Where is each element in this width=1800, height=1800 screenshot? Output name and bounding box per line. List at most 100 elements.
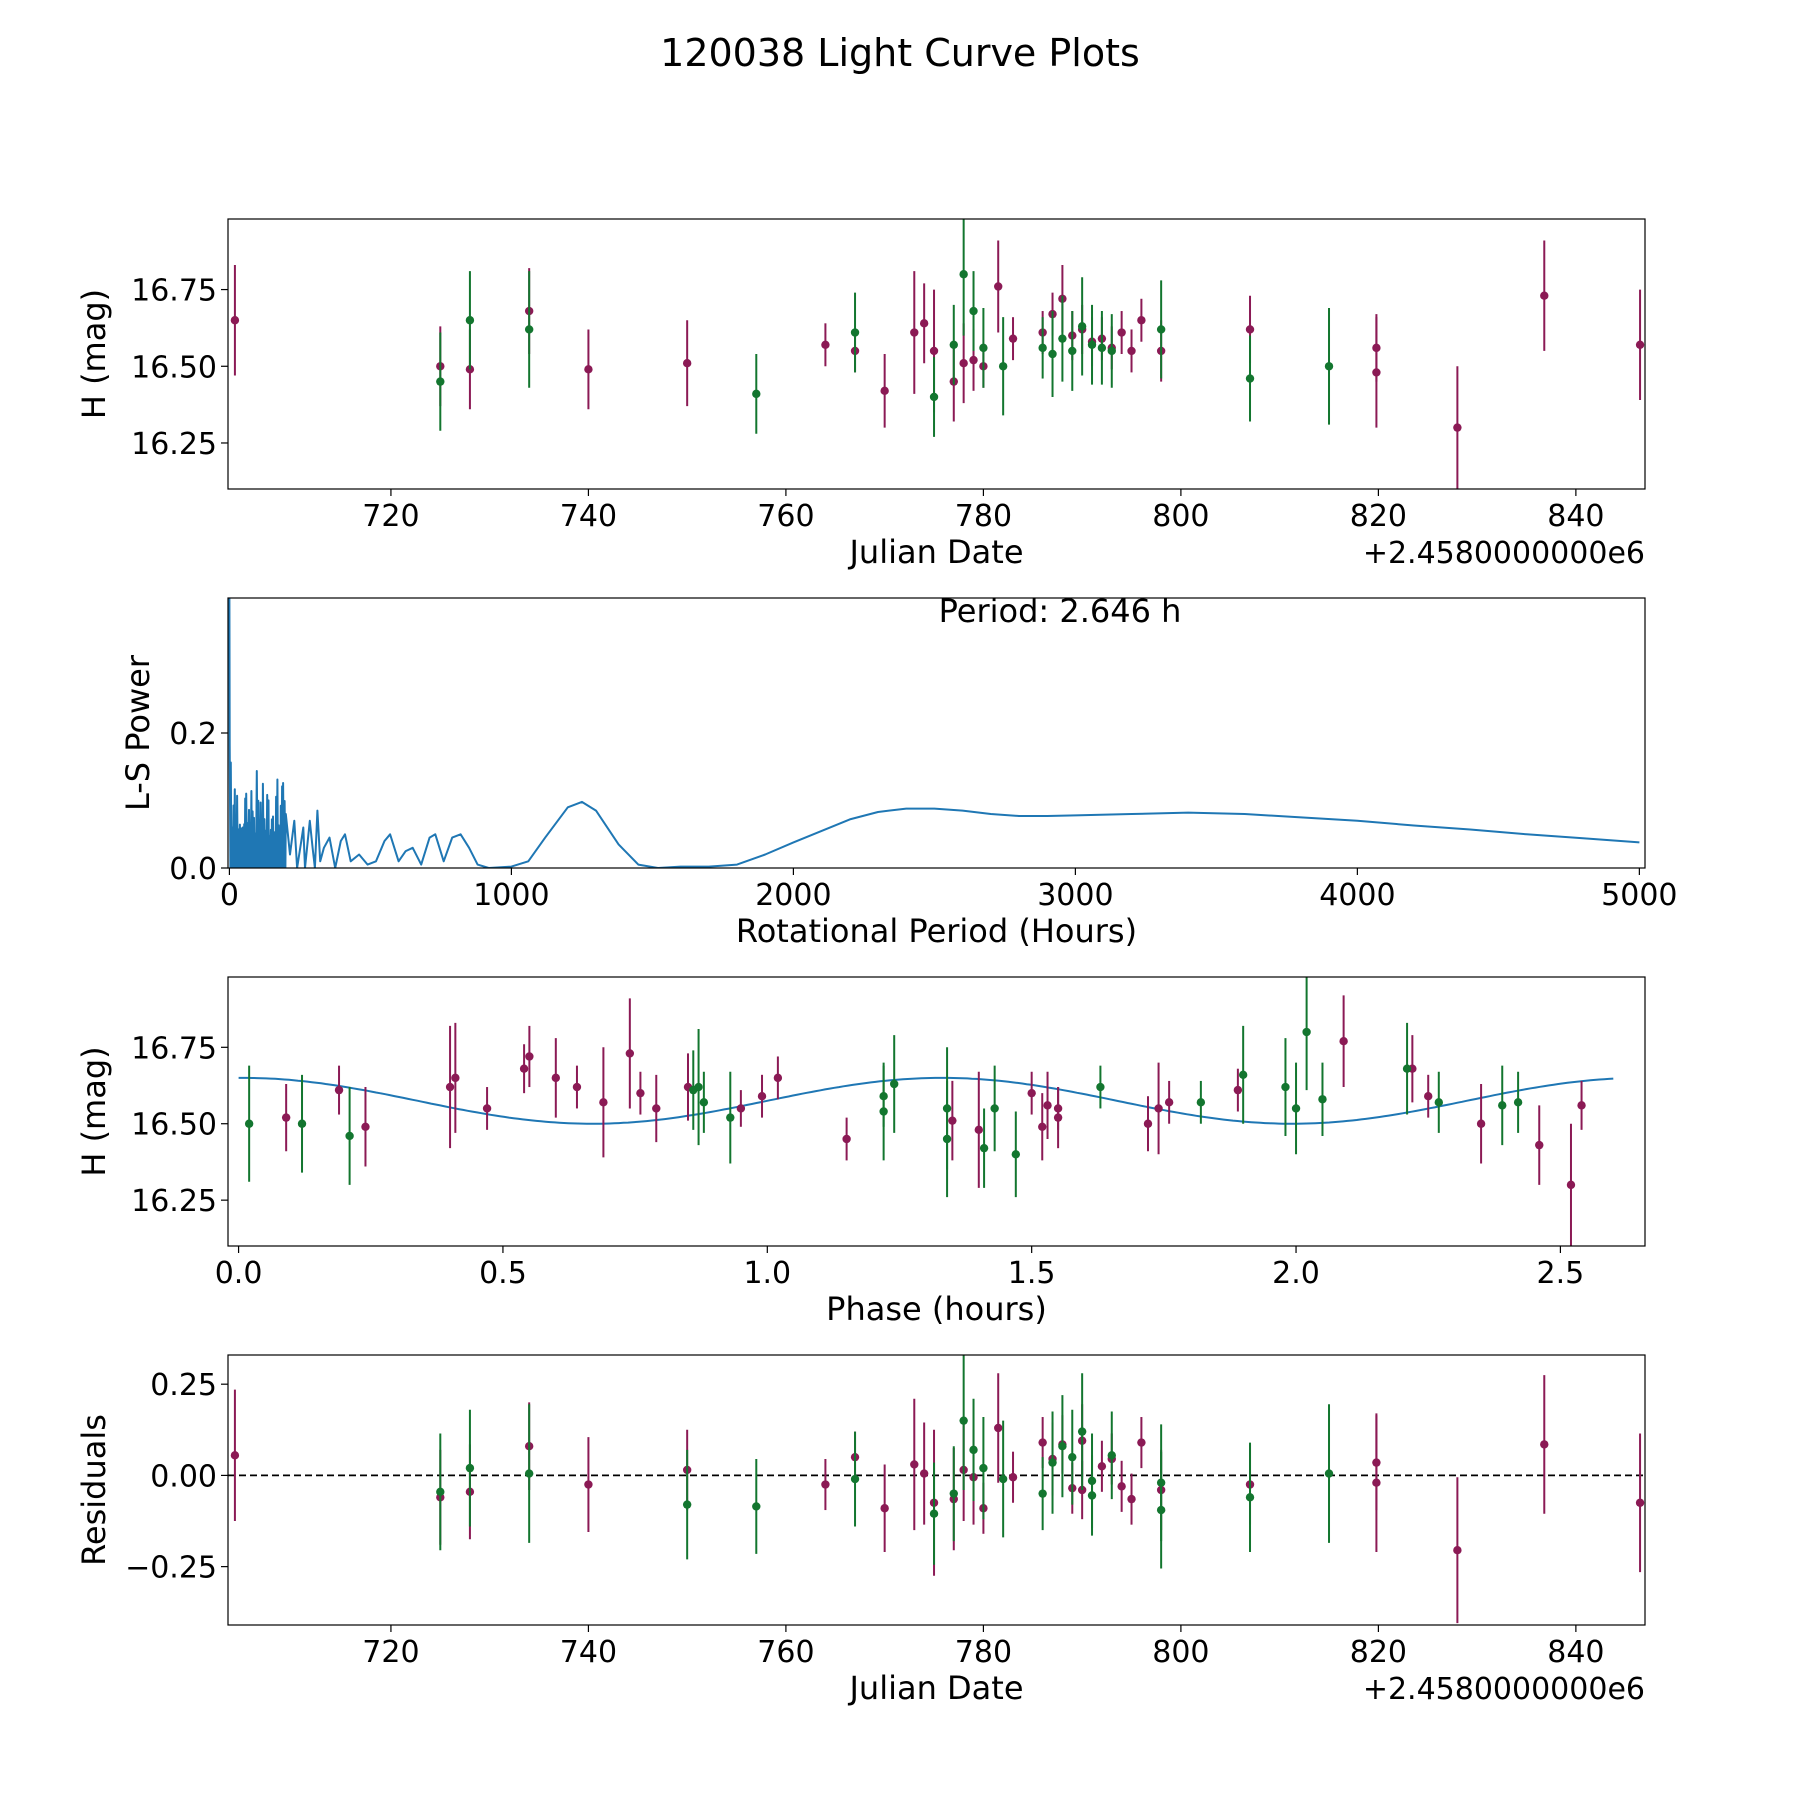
data-point xyxy=(682,359,692,368)
data-point xyxy=(959,270,968,279)
x-tick-label: 0.5 xyxy=(479,1256,527,1291)
data-point xyxy=(890,1079,899,1089)
data-point xyxy=(1008,334,1018,343)
data-point xyxy=(1233,1085,1243,1095)
x-tick-label: 1000 xyxy=(473,878,549,913)
x-axis-label: Julian Date xyxy=(847,533,1023,571)
series-purple xyxy=(281,995,1586,1246)
y-axis-label: L-S Power xyxy=(119,654,157,811)
data-point xyxy=(1281,1082,1290,1092)
x-tick-label: 780 xyxy=(955,499,1012,534)
data-point xyxy=(572,1082,582,1092)
data-point xyxy=(1635,1498,1645,1507)
data-point xyxy=(994,1423,1003,1433)
x-tick-label: 3000 xyxy=(1037,878,1113,913)
data-point xyxy=(842,1134,851,1144)
data-point xyxy=(1156,1505,1166,1515)
x-tick-label: 820 xyxy=(1350,499,1407,534)
data-point xyxy=(736,1104,746,1113)
data-point xyxy=(1196,1098,1206,1107)
x-tick-label: 0.0 xyxy=(215,1256,263,1291)
data-point xyxy=(929,346,939,356)
data-point xyxy=(1137,316,1146,325)
x-tick-label: 1.5 xyxy=(1008,1256,1056,1291)
data-point xyxy=(1058,334,1067,343)
data-point xyxy=(1424,1092,1433,1101)
x-tick-label: 840 xyxy=(1547,1635,1604,1670)
residuals-panel: 720 740 760 780 800 820 840 −0.25 0.00 0.25 Julian… xyxy=(75,1354,1646,1707)
data-point xyxy=(929,392,939,402)
data-point xyxy=(969,1445,978,1455)
data-point xyxy=(1453,1546,1462,1555)
data-point xyxy=(1038,1438,1047,1447)
data-point xyxy=(850,1474,860,1484)
data-point xyxy=(599,1098,608,1107)
data-point xyxy=(969,306,978,316)
data-point xyxy=(1048,1458,1057,1467)
data-point xyxy=(821,1480,830,1489)
axes-frame xyxy=(227,976,1646,1247)
data-point xyxy=(1635,340,1645,349)
x-tick-label: 760 xyxy=(757,1635,814,1670)
data-point xyxy=(880,386,889,396)
data-point xyxy=(726,1113,735,1122)
data-point xyxy=(682,1500,692,1509)
data-point xyxy=(230,316,240,325)
data-point xyxy=(1087,340,1097,349)
fit-curve xyxy=(238,1076,1614,1125)
series-green xyxy=(244,977,1523,1198)
data-point xyxy=(1156,325,1166,334)
data-point xyxy=(1535,1140,1544,1150)
y-axis-label: Residuals xyxy=(75,1414,113,1566)
data-point xyxy=(942,1134,952,1144)
data-point xyxy=(524,325,534,334)
data-point xyxy=(948,1116,957,1125)
data-point xyxy=(230,1451,240,1460)
data-point xyxy=(1097,1462,1107,1471)
data-point xyxy=(1164,1098,1174,1107)
data-point xyxy=(979,343,988,353)
y-tick-label: 16.75 xyxy=(131,1031,217,1066)
data-point xyxy=(1127,1494,1136,1504)
y-tick-label: 16.75 xyxy=(131,274,217,309)
series-purple xyxy=(230,1373,1645,1624)
series-green xyxy=(436,219,1334,437)
data-point xyxy=(910,1460,919,1469)
data-point xyxy=(1324,1469,1334,1478)
data-point xyxy=(949,340,958,349)
x-tick-label: 0 xyxy=(220,878,239,913)
data-point xyxy=(465,1463,475,1473)
data-point xyxy=(1453,423,1462,432)
data-point xyxy=(1513,1098,1523,1107)
x-tick-label: 780 xyxy=(955,1635,1012,1670)
x-tick-label: 4000 xyxy=(1319,878,1395,913)
data-point xyxy=(821,340,830,349)
data-point xyxy=(525,1052,534,1061)
periodogram-panel: 0 1000 2000 3000 4000 5000 0.0 0.2 Rotational Pe… xyxy=(119,592,1678,950)
x-tick-label: 5000 xyxy=(1601,878,1677,913)
data-point xyxy=(519,1064,529,1073)
data-point xyxy=(1137,1438,1146,1447)
plot-area xyxy=(228,1355,1645,1624)
x-tick-label: 720 xyxy=(362,1635,419,1670)
periodogram-line xyxy=(228,598,1640,868)
data-point xyxy=(1038,343,1047,353)
axes-frame xyxy=(227,218,1646,490)
data-point xyxy=(451,1073,460,1083)
x-tick-label: 820 xyxy=(1350,1635,1407,1670)
data-point xyxy=(1127,346,1136,356)
data-point xyxy=(1291,1104,1301,1113)
x-tick-label: 840 xyxy=(1547,499,1604,534)
data-point xyxy=(1058,1442,1067,1451)
data-point xyxy=(345,1131,354,1141)
data-point xyxy=(998,362,1008,371)
data-point xyxy=(969,355,978,365)
y-tick-label: 0.25 xyxy=(150,1368,217,1403)
data-point xyxy=(910,328,919,337)
data-point xyxy=(1302,1027,1311,1037)
data-point xyxy=(752,1502,761,1511)
data-point xyxy=(334,1085,344,1095)
data-point xyxy=(1245,374,1255,383)
series-purple xyxy=(230,240,1645,489)
